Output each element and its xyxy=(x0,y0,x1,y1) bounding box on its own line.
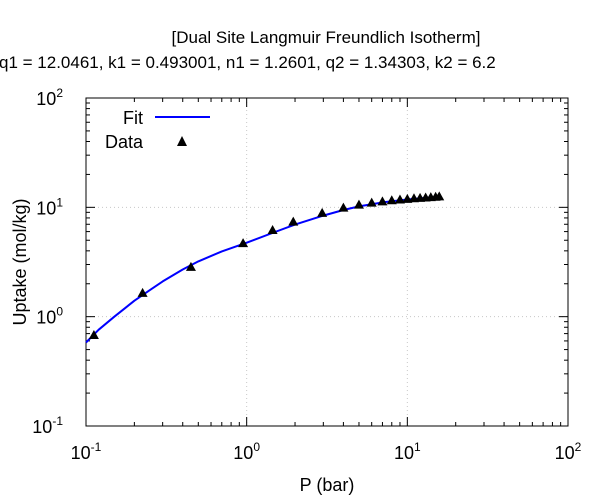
axis-ticks xyxy=(85,98,568,427)
legend: Fit Data xyxy=(105,108,210,152)
data-point xyxy=(288,216,299,226)
legend-label-data: Data xyxy=(105,132,144,152)
data-point xyxy=(353,199,364,209)
data-point xyxy=(185,261,196,271)
data-point xyxy=(238,238,249,248)
data-point xyxy=(88,329,99,339)
x-tick-labels: 10-1 100 101 102 xyxy=(71,440,582,463)
chart-subtitle: q1 = 12.0461, k1 = 0.493001, n1 = 1.2601… xyxy=(0,53,496,72)
data-point xyxy=(377,196,388,206)
legend-label-fit: Fit xyxy=(123,108,143,128)
plot-frame xyxy=(85,97,569,427)
grid xyxy=(86,98,568,426)
y-axis-label: Uptake (mol/kg) xyxy=(10,198,30,325)
x-tick-label: 101 xyxy=(394,440,421,463)
x-tick-label: 100 xyxy=(233,440,260,463)
y-tick-label: 102 xyxy=(36,86,63,109)
data-point xyxy=(338,202,349,212)
x-tick-label: 102 xyxy=(555,440,582,463)
data-point xyxy=(434,191,445,201)
data-point xyxy=(402,193,413,203)
x-axis-label: P (bar) xyxy=(300,475,355,495)
data-point xyxy=(317,207,328,217)
data-point xyxy=(267,225,278,235)
data-point xyxy=(386,195,397,205)
data-point xyxy=(394,194,405,204)
data-point xyxy=(137,287,148,297)
y-tick-label: 100 xyxy=(36,305,63,328)
y-tick-label: 101 xyxy=(36,195,63,218)
x-tick-label: 10-1 xyxy=(71,440,102,463)
y-tick-label: 10-1 xyxy=(32,414,63,437)
chart-title: [Dual Site Langmuir Freundlich Isotherm] xyxy=(172,28,481,47)
y-tick-labels: 10-1 100 101 102 xyxy=(32,86,63,437)
legend-marker-data xyxy=(177,136,187,146)
data-point xyxy=(366,197,377,207)
series-layer xyxy=(85,191,445,344)
